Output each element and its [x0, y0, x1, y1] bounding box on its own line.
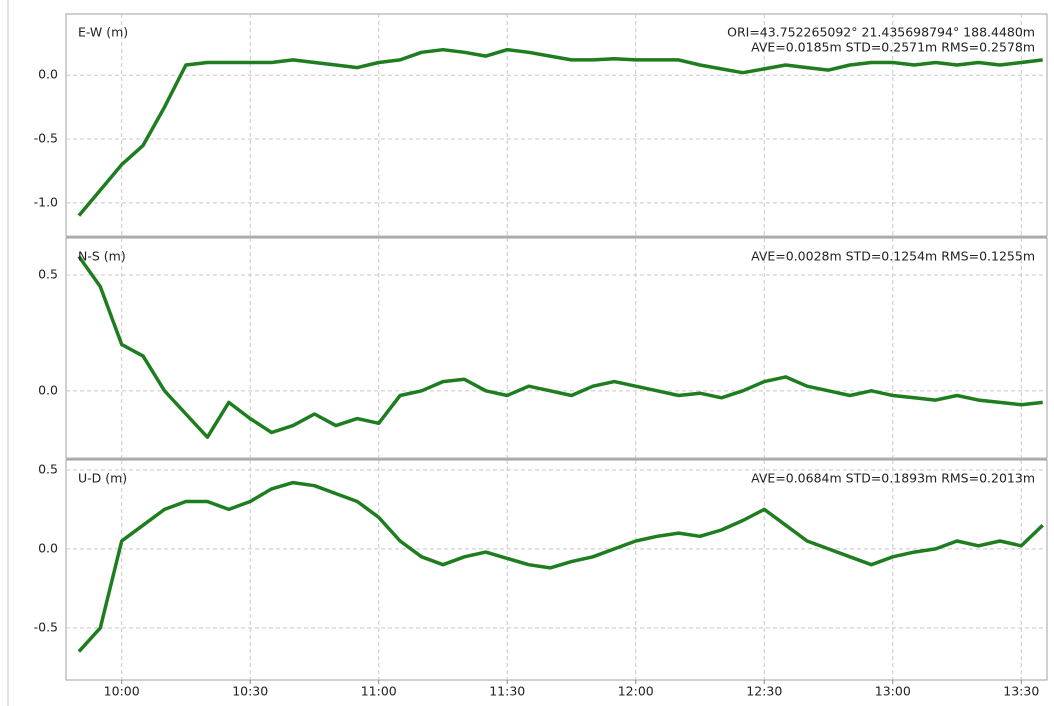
- x-tick-label: 11:00: [361, 684, 397, 699]
- panel-title: U-D (m): [78, 471, 127, 486]
- x-tick-label: 12:00: [618, 684, 654, 699]
- panel-title: E-W (m): [78, 25, 128, 40]
- x-tick-label: 13:30: [1003, 684, 1039, 699]
- stats-annotation: ORI=43.752265092° 21.435698794° 188.4480…: [727, 25, 1035, 40]
- stats-annotation: AVE=0.0684m STD=0.1893m RMS=0.2013m: [751, 471, 1035, 486]
- y-tick-label: 0.0: [38, 67, 58, 82]
- y-tick-label: 0.0: [38, 540, 58, 555]
- y-tick-label: 0.5: [38, 267, 58, 282]
- x-tick-label: 13:00: [875, 684, 911, 699]
- data-line: [77, 480, 1044, 653]
- stats-annotation: AVE=0.0028m STD=0.1254m RMS=0.1255m: [751, 249, 1035, 264]
- y-tick-label: 0.0: [38, 382, 58, 397]
- plot-frame: [65, 459, 1048, 681]
- data-line: [77, 47, 1043, 217]
- x-tick-label: 12:30: [746, 684, 782, 699]
- stats-annotation: AVE=0.0185m STD=0.2571m RMS=0.2578m: [751, 40, 1035, 55]
- x-tick-label: 11:30: [489, 684, 525, 699]
- y-tick-label: -0.5: [34, 131, 58, 146]
- x-tick-label: 10:00: [104, 684, 140, 699]
- y-tick-label: -1.0: [34, 194, 58, 209]
- y-tick-label: -0.5: [34, 619, 58, 634]
- x-tick-label: 10:30: [232, 684, 268, 699]
- data-line: [77, 255, 1043, 439]
- panel-title: N-S (m): [78, 249, 126, 264]
- y-tick-label: 0.5: [38, 461, 58, 476]
